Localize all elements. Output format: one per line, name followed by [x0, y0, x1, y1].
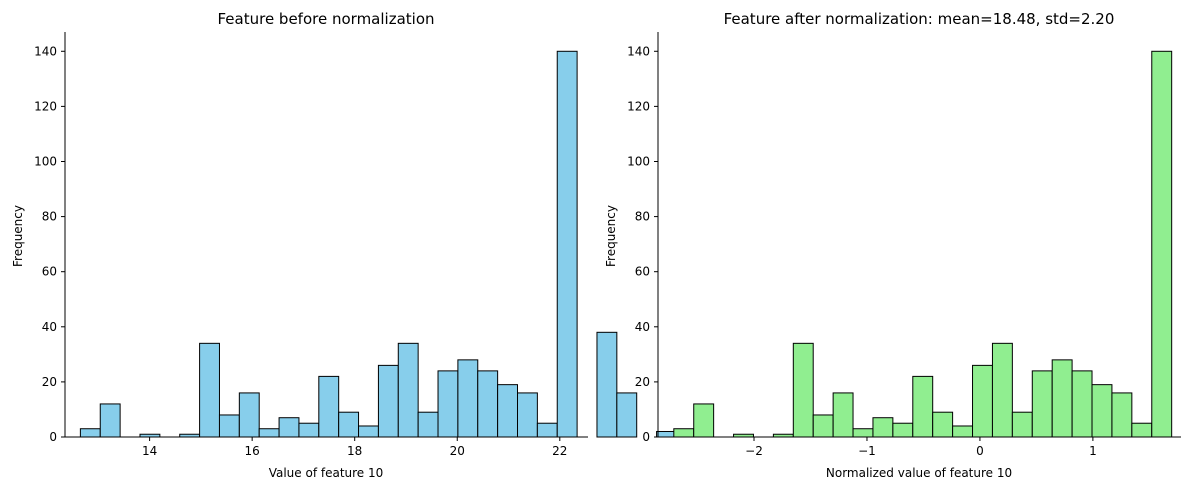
right-histogram-bar — [892, 422, 914, 438]
left-y-tick-label: 140 — [34, 44, 57, 58]
right-histogram-bar — [872, 417, 894, 438]
right-histogram-bar — [1111, 392, 1133, 438]
left-y-tick-label: 100 — [34, 154, 57, 168]
left-y-tick-label: 40 — [42, 320, 57, 334]
left-histogram-bar — [358, 425, 379, 438]
right-histogram-bar — [792, 342, 814, 438]
left-x-tick-label: 22 — [552, 444, 567, 458]
right-y-tick-label: 20 — [635, 375, 650, 389]
left-histogram-bar — [517, 392, 538, 438]
right-histogram-bar — [1131, 422, 1153, 438]
right-y-tick-label: 80 — [635, 210, 650, 224]
left-histogram-bar — [99, 403, 121, 438]
right-histogram-bar — [693, 403, 715, 438]
left-y-tick-label: 0 — [49, 430, 57, 444]
left-histogram-bar — [596, 331, 618, 438]
left-x-tick-label: 20 — [450, 444, 465, 458]
right-histogram-bar — [952, 425, 974, 438]
right-y-tick-label: 60 — [635, 265, 650, 279]
left-histogram-bar — [318, 375, 340, 438]
left-chart-title: Feature before normalization — [217, 10, 434, 28]
right-x-tick-label: −1 — [858, 444, 876, 458]
right-histogram-bar — [991, 342, 1013, 438]
right-x-axis-label: Normalized value of feature 10 — [826, 466, 1012, 480]
right-y-tick-label: 0 — [642, 430, 650, 444]
right-histogram-bar — [673, 428, 695, 438]
left-histogram-bar — [79, 428, 101, 438]
left-histogram-bar — [457, 359, 479, 438]
left-histogram-bar — [417, 411, 439, 438]
right-histogram-bar — [1151, 50, 1173, 438]
left-histogram-bar — [397, 342, 419, 438]
left-histogram-bar — [258, 428, 280, 438]
left-x-tick-label: 16 — [245, 444, 260, 458]
right-y-tick-label: 120 — [627, 99, 650, 113]
right-histogram-bar — [852, 428, 874, 438]
right-histogram-bar — [1011, 411, 1033, 438]
left-histogram-bar — [238, 392, 260, 438]
left-histogram-bar — [199, 342, 220, 438]
right-histogram-bar — [1091, 384, 1113, 438]
right-histogram-bar — [832, 392, 854, 438]
right-x-tick-label: 1 — [1089, 444, 1097, 458]
left-histogram-bar — [437, 370, 459, 438]
right-histogram-bar — [1051, 359, 1073, 438]
left-y-tick-label: 60 — [42, 265, 57, 279]
left-x-tick-label: 14 — [142, 444, 157, 458]
right-chart-title: Feature after normalization: mean=18.48,… — [724, 10, 1115, 28]
left-histogram-bar — [536, 422, 558, 438]
left-y-tick-label: 20 — [42, 375, 57, 389]
right-histogram-bar — [912, 375, 934, 438]
left-x-axis-label: Value of feature 10 — [269, 466, 384, 480]
right-y-tick-label: 140 — [627, 44, 650, 58]
right-histogram-bar — [1031, 370, 1053, 438]
right-histogram-bar — [812, 414, 834, 438]
left-histogram-bar — [616, 392, 638, 438]
left-histogram-bar — [497, 384, 519, 438]
right-y-axis-label: Frequency — [604, 205, 618, 267]
left-histogram-bar — [477, 370, 499, 438]
left-histogram-bar — [377, 364, 399, 438]
left-y-tick-label: 120 — [34, 99, 57, 113]
right-histogram-bar — [932, 411, 954, 438]
left-histogram-bar — [218, 414, 240, 438]
right-histogram-bar — [1071, 370, 1093, 438]
left-y-axis-label: Frequency — [11, 205, 25, 267]
left-histogram-bar — [298, 422, 320, 438]
right-x-tick-label: −2 — [745, 444, 763, 458]
right-histogram-bar — [972, 364, 993, 438]
left-histogram-panel: Feature before normalization Value of fe… — [11, 10, 677, 480]
right-histogram-panel: Feature after normalization: mean=18.48,… — [604, 10, 1181, 480]
right-y-tick-label: 100 — [627, 154, 650, 168]
left-histogram-bar — [278, 417, 300, 438]
left-histogram-bar — [338, 411, 360, 438]
left-histogram-bar — [556, 50, 578, 438]
left-y-tick-label: 80 — [42, 210, 57, 224]
left-x-tick-label: 18 — [347, 444, 362, 458]
right-x-tick-label: 0 — [976, 444, 984, 458]
right-y-tick-label: 40 — [635, 320, 650, 334]
